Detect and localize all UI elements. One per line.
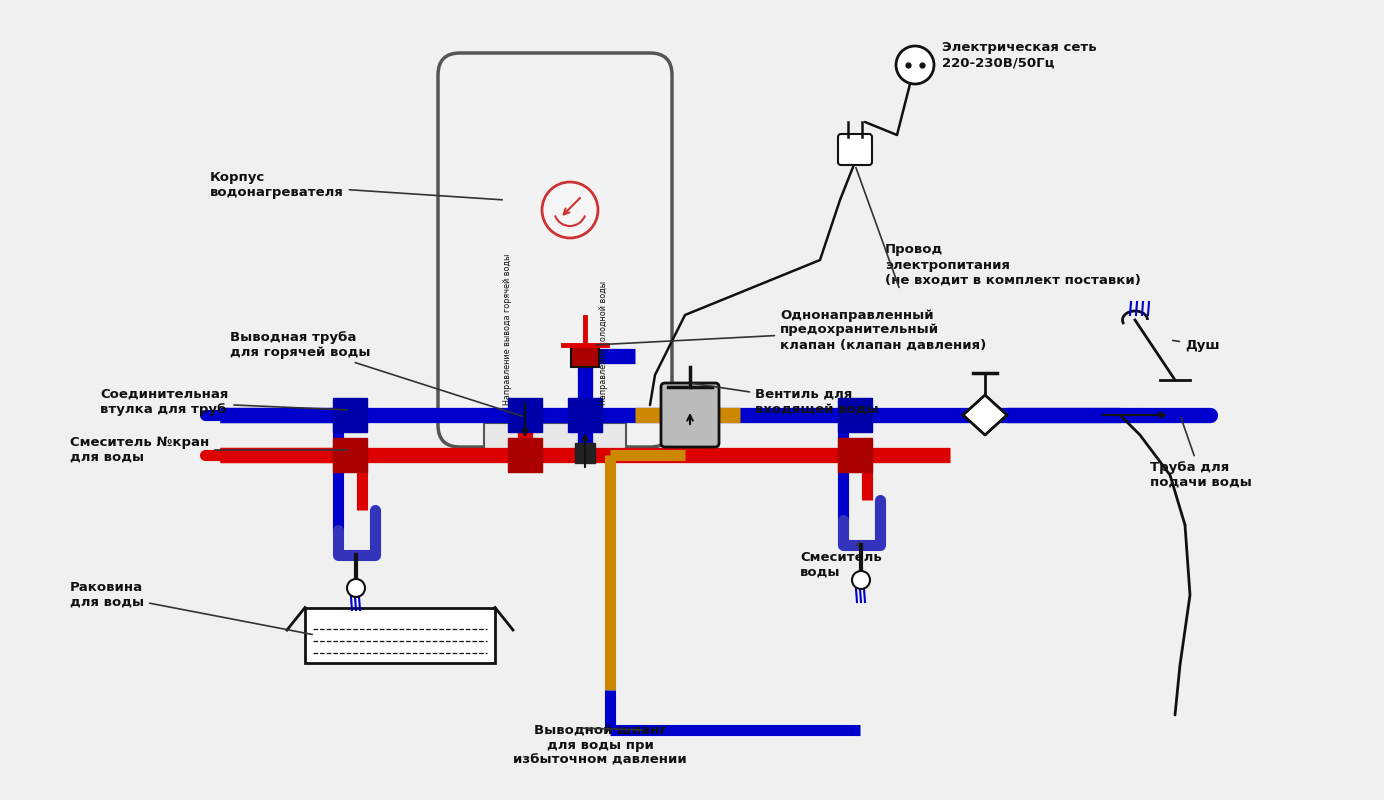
Bar (304, 607, 495, 662)
Text: Выводная труба
для горячей воды: Выводная труба для горячей воды (230, 331, 522, 416)
Text: Однонаправленный
предохранительный
клапан (клапан давления): Однонаправленный предохранительный клапа… (595, 309, 987, 351)
Circle shape (543, 182, 598, 238)
Bar (508, 438, 543, 472)
Bar (574, 443, 595, 463)
Bar (837, 438, 872, 472)
Circle shape (895, 46, 934, 84)
FancyBboxPatch shape (437, 53, 673, 447)
Text: Труба для
подачи воды: Труба для подачи воды (1150, 418, 1253, 489)
Text: Смеситель №кран
для воды: Смеситель №кран для воды (71, 436, 347, 464)
Text: Корпус
водонагревателя: Корпус водонагревателя (210, 171, 502, 200)
FancyBboxPatch shape (837, 134, 872, 165)
Bar (567, 398, 602, 432)
Bar (837, 398, 872, 432)
Text: Соединительная
втулка для труб: Соединительная втулка для труб (100, 388, 347, 416)
Circle shape (347, 579, 365, 597)
Bar (484, 423, 626, 455)
Text: Смеситель
воды: Смеситель воды (800, 542, 882, 579)
Bar (334, 438, 367, 472)
Bar (508, 398, 543, 432)
FancyBboxPatch shape (662, 383, 720, 447)
Text: Раковина
для воды: Раковина для воды (71, 581, 313, 634)
Text: Выводной шланг
для воды при
избыточном давлении: Выводной шланг для воды при избыточном д… (513, 723, 686, 766)
Text: Вентиль для
входящей воды: Вентиль для входящей воды (693, 383, 879, 416)
Text: Провод
электропитания
(не входит в комплект поставки): Провод электропитания (не входит в компл… (884, 243, 1140, 286)
Bar (515, 443, 536, 463)
Text: Душ: Душ (1172, 338, 1219, 351)
Text: Электрическая сеть
220-230В/50Гц: Электрическая сеть 220-230В/50Гц (943, 41, 1096, 69)
Text: Направление холодной воды: Направление холодной воды (598, 281, 608, 405)
Bar (572, 345, 599, 367)
Circle shape (853, 571, 871, 589)
Bar (334, 398, 367, 432)
Text: Направление вывода горячей воды: Направление вывода горячей воды (502, 254, 512, 405)
Polygon shape (963, 395, 1008, 435)
